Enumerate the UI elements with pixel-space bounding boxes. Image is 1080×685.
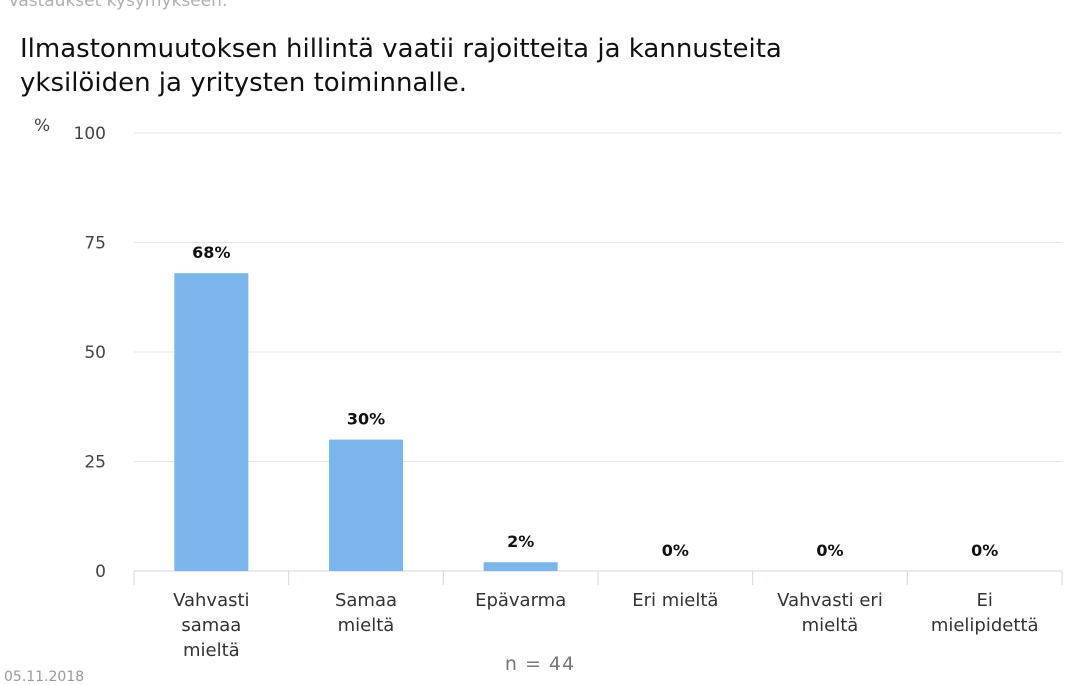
- x-category-label: Epävarma: [475, 590, 566, 611]
- bar: [329, 439, 403, 571]
- x-category-label-line: Epävarma: [475, 590, 566, 611]
- x-category-label-line: mieltä: [183, 640, 240, 661]
- x-category-label: Vahvasti samaa mieltä: [173, 590, 249, 661]
- bar: [174, 273, 249, 571]
- sample-size-label: n = 44: [504, 653, 576, 675]
- x-category-label-line: Ei: [976, 590, 992, 611]
- x-category-label: Samaa mieltä: [335, 590, 397, 636]
- data-label: 0%: [662, 541, 689, 560]
- x-category-label-line: Vahvasti: [173, 590, 249, 611]
- chart-title: Ilmastonmuutoksen hillintä vaatii rajoit…: [20, 34, 782, 98]
- y-axis-unit-label: %: [34, 116, 51, 136]
- x-category-label-line: mielipidettä: [931, 615, 1039, 636]
- bar: [483, 562, 558, 571]
- data-label: 30%: [347, 410, 385, 429]
- x-category-label: Ei mielipidettä: [931, 590, 1039, 636]
- data-label: 2%: [507, 532, 534, 551]
- x-category-label: Eri mieltä: [632, 590, 718, 611]
- x-category-label-line: Samaa: [335, 590, 397, 611]
- y-tick-label: 25: [84, 453, 106, 473]
- y-tick-label: 100: [74, 124, 106, 144]
- data-label: 0%: [816, 541, 843, 560]
- y-tick-label: 0: [95, 562, 106, 582]
- data-label: 0%: [971, 541, 998, 560]
- x-category-label-line: mieltä: [338, 615, 395, 636]
- date-label: 05.11.2018: [4, 669, 85, 685]
- data-label: 68%: [192, 243, 230, 262]
- y-tick-label: 75: [84, 234, 106, 254]
- x-category-label-line: Eri mieltä: [632, 590, 718, 611]
- x-category-label-line: Vahvasti eri: [777, 590, 883, 611]
- chart-subtitle: Vastaukset kysymykseen:: [8, 0, 228, 11]
- x-category-label-line: samaa: [181, 615, 241, 636]
- x-category-label-line: mieltä: [802, 615, 859, 636]
- x-category-label: Vahvasti eri mieltä: [777, 590, 883, 636]
- y-tick-label: 50: [84, 343, 106, 363]
